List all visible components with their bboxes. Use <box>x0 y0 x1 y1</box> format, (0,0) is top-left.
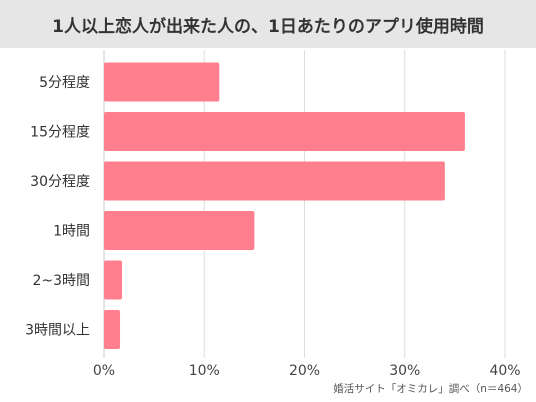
source-note: 婚活サイト「オミカレ」調べ（n＝464） <box>333 383 528 395</box>
bar <box>104 211 255 250</box>
bar <box>104 260 123 300</box>
x-tick-label: 10% <box>189 363 220 379</box>
x-tick-label: 20% <box>289 363 320 379</box>
chart-title-bar: 1人以上恋人が出来た人の、1日あたりのアプリ使用時間 <box>0 0 536 48</box>
bar <box>104 310 121 349</box>
category-label: 3時間以上 <box>25 323 90 339</box>
bar <box>104 161 445 201</box>
category-label: 5分程度 <box>39 75 90 91</box>
bar <box>104 62 220 102</box>
category-label: 30分程度 <box>30 174 90 190</box>
category-label: 2~3時間 <box>32 273 90 289</box>
chart-title: 1人以上恋人が出来た人の、1日あたりのアプリ使用時間 <box>52 16 484 37</box>
x-tick-label: 30% <box>389 363 420 379</box>
bar <box>104 112 465 151</box>
bars <box>104 62 465 349</box>
x-tick-label: 0% <box>93 363 115 379</box>
category-label: 15分程度 <box>30 125 90 141</box>
x-axis-ticks: 0% 10% 20% 30% 40% <box>93 363 521 379</box>
category-label: 1時間 <box>53 224 90 240</box>
category-labels: 5分程度 15分程度 30分程度 1時間 2~3時間 3時間以上 <box>25 75 90 339</box>
x-tick-label: 40% <box>489 363 520 379</box>
